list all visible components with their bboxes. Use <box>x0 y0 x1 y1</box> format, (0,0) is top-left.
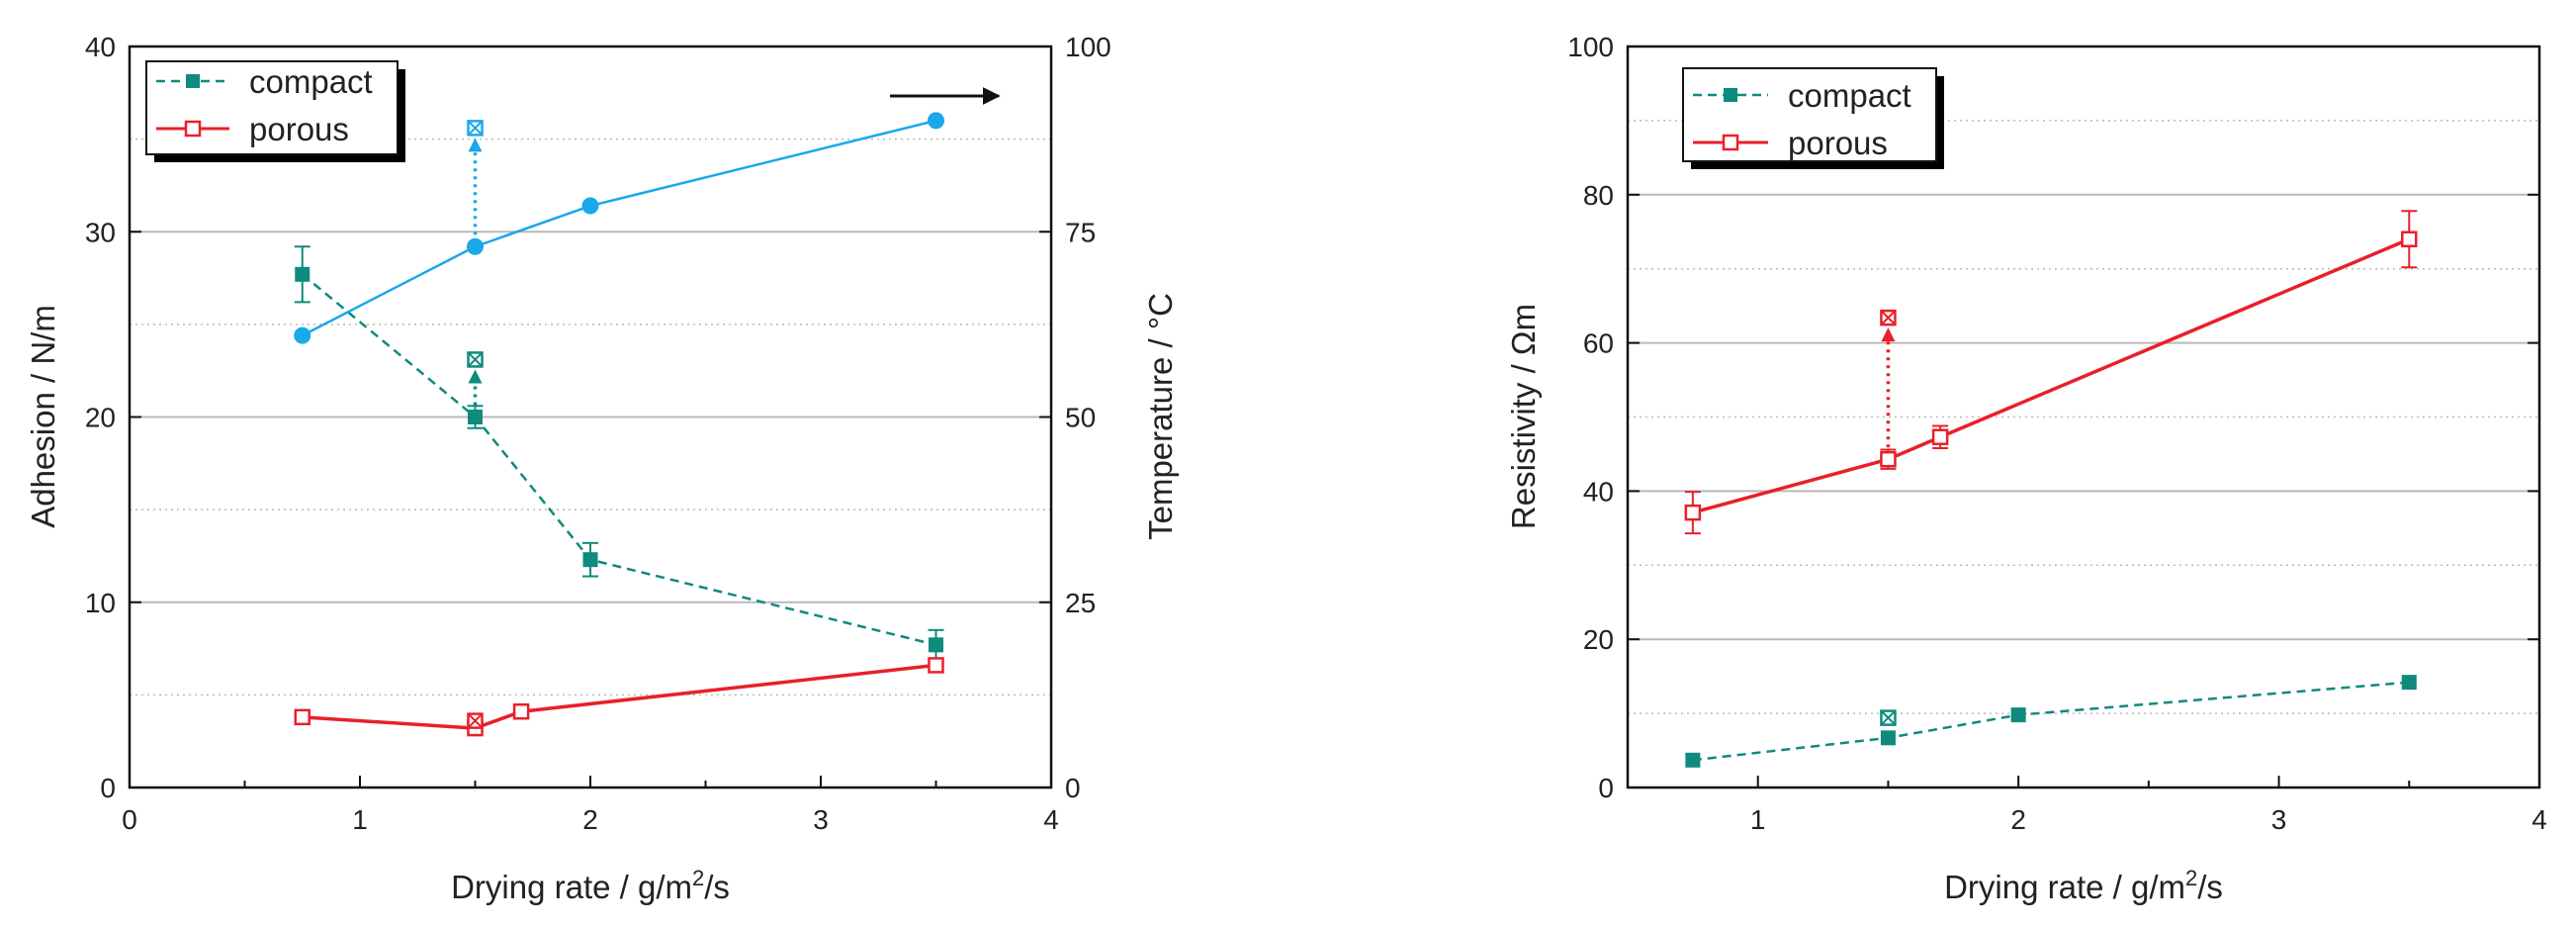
right-porous-point <box>2401 231 2418 247</box>
left-y-tick-label: 40 <box>85 32 116 62</box>
left-x-tick-label: 0 <box>122 804 137 835</box>
right-x-tick-label: 3 <box>2271 804 2287 835</box>
left-temperature-point <box>294 326 311 344</box>
right-legend-porous-marker <box>1722 134 1739 151</box>
right-y-tick-label: 40 <box>1583 476 1614 507</box>
left-temperature-point <box>928 112 944 130</box>
left-x-tick-label: 3 <box>813 804 829 835</box>
right-x-title-sup: 2 <box>2185 866 2197 890</box>
left-x-tick-label: 2 <box>582 804 598 835</box>
left-y-tick-label: 30 <box>85 217 116 247</box>
left-y2-tick-label: 100 <box>1065 32 1111 62</box>
left-x-axis-title: Drying rate / g/m2/s <box>451 866 730 905</box>
left-porous-point <box>928 657 944 674</box>
left-compact-point <box>929 637 943 653</box>
left-y2-axis-title: Temperature / °C <box>1142 293 1179 540</box>
left-x-title-main: Drying rate / g/m <box>451 869 692 905</box>
left-x-title-tail: /s <box>704 869 730 905</box>
right-x-title-main: Drying rate / g/m <box>1944 869 2185 905</box>
right-legend-compact-marker <box>1724 88 1737 102</box>
left-compact-extra-point-cross <box>467 351 484 368</box>
left-compact-point <box>582 552 598 568</box>
right-gridlines <box>1628 120 2539 714</box>
left-legend-compact-marker <box>186 74 200 88</box>
right-x-tick-label: 4 <box>2532 804 2547 835</box>
left-temperature-extra-point-cross <box>467 120 484 137</box>
right-porous-point <box>1880 450 1897 468</box>
right-y-tick-label: 20 <box>1583 624 1614 655</box>
left-porous-point <box>294 708 311 726</box>
left-y2-tick-label: 25 <box>1065 588 1096 618</box>
left-temperature-line <box>302 119 936 337</box>
right-porous-shift-arrowhead <box>1881 327 1896 342</box>
right-legend-porous-label: porous <box>1788 125 1888 161</box>
left-y2-tick-label: 0 <box>1065 773 1081 803</box>
left-temperature-shift-arrowhead <box>468 138 483 152</box>
right-compact-point <box>2401 675 2417 691</box>
left-y-tick-label: 0 <box>100 773 116 803</box>
left-legend-porous-label: porous <box>249 111 349 147</box>
left-porous-line <box>302 663 936 730</box>
left-y2-tick-label: 50 <box>1065 403 1096 433</box>
right-y-tick-label: 60 <box>1583 328 1614 359</box>
left-compact-point <box>468 410 483 424</box>
right-series <box>1684 210 2418 768</box>
left-compact-point <box>295 266 311 282</box>
left-y-axis-title: Adhesion / N/m <box>25 305 61 528</box>
left-gridlines <box>130 138 1051 696</box>
left-compact-shift-arrowhead <box>468 369 483 384</box>
right-y-tick-label: 0 <box>1598 773 1614 803</box>
right-plot-frame <box>1626 45 2541 789</box>
left-legend-compact-label: compact <box>249 63 373 100</box>
right-x-tick-label: 1 <box>1750 804 1766 835</box>
left-y-tick-label: 20 <box>85 403 116 433</box>
left-series <box>294 112 944 737</box>
right-y-tick-label: 100 <box>1567 32 1614 62</box>
right-porous-extra-point-cross <box>1880 310 1897 325</box>
right-x-title-tail: /s <box>2197 869 2223 905</box>
left-y-tick-label: 10 <box>85 588 116 618</box>
left-porous-extra-point-cross <box>467 712 484 729</box>
right-compact-point <box>2010 707 2026 723</box>
right-y-tick-label: 80 <box>1583 180 1614 211</box>
left-legend-porous-marker <box>184 120 202 138</box>
right-compact-extra-point-cross <box>1880 709 1897 726</box>
right-x-tick-label: 2 <box>2010 804 2026 835</box>
left-legend: compact porous <box>145 60 405 162</box>
left-temperature-point <box>581 197 599 215</box>
left-porous-point <box>512 702 530 720</box>
right-compact-line <box>1692 681 2410 762</box>
right-legend: compact porous <box>1682 67 1944 169</box>
left-x-tick-label: 1 <box>352 804 368 835</box>
right-porous-line <box>1692 237 2410 514</box>
right-x-axis-title: Drying rate / g/m2/s <box>1944 866 2223 905</box>
right-y-axis-title: Resistivity / Ωm <box>1505 304 1542 529</box>
left-temperature-point <box>467 237 484 255</box>
right-compact-point <box>1880 730 1896 746</box>
left-y2-tick-label: 75 <box>1065 217 1096 247</box>
left-x-tick-label: 4 <box>1043 804 1059 835</box>
right-compact-point <box>1685 752 1701 768</box>
right-porous-point <box>1684 504 1702 521</box>
left-x-title-sup: 2 <box>692 866 704 890</box>
right-porous-point <box>1931 428 1949 445</box>
left-compact-line <box>301 273 936 647</box>
right-legend-compact-label: compact <box>1788 77 1911 114</box>
